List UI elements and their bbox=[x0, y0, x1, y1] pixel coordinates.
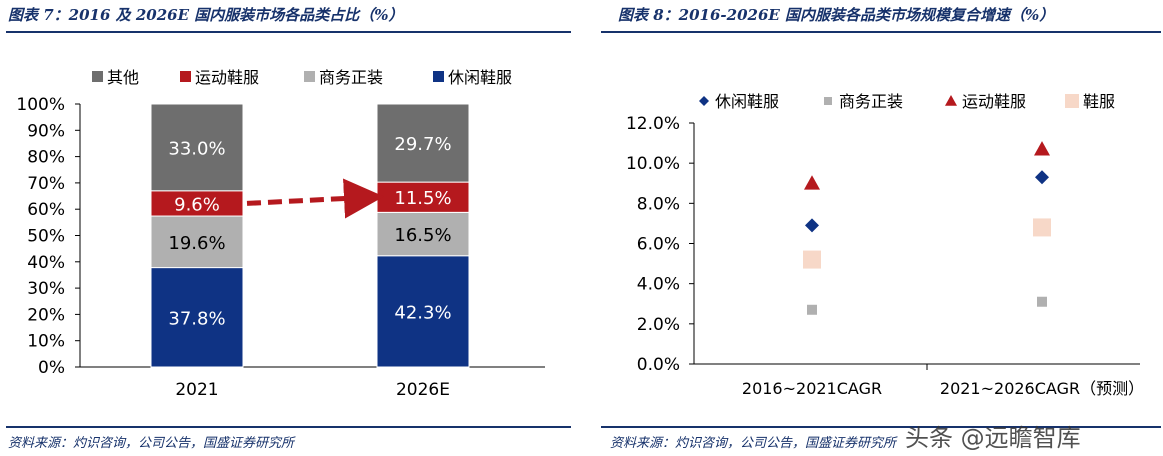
right-y-tick-label: 12.0% bbox=[626, 114, 680, 134]
left-stacked-bar-chart: 其他 运动鞋服 商务正装 休闲鞋服 0% 10% 20% 30% 40% 50% 60% 70% 80… bbox=[16, 68, 545, 400]
left-y-tick-label: 30% bbox=[27, 279, 65, 299]
left-y-tick-label: 20% bbox=[27, 305, 65, 325]
scatter-point bbox=[807, 304, 817, 315]
right-legend: 休闲鞋服 商务正装 运动鞋服 鞋服 bbox=[699, 92, 1115, 111]
growth-arrow bbox=[246, 178, 384, 219]
right-source-rule bbox=[601, 426, 1161, 428]
legend-swatch bbox=[433, 71, 444, 82]
scatter-point bbox=[805, 218, 819, 233]
bar-data-label: 16.5% bbox=[394, 225, 451, 246]
legend-label: 商务正装 bbox=[839, 92, 903, 111]
scatter-point bbox=[1037, 296, 1047, 307]
left-title-rule bbox=[6, 31, 571, 33]
bar-segment bbox=[150, 215, 244, 269]
bar-segment bbox=[150, 190, 244, 217]
bar-data-label: 29.7% bbox=[394, 134, 451, 155]
right-x-tick-label: 2021~2026CAGR（预测） bbox=[940, 379, 1144, 398]
legend-label: 鞋服 bbox=[1083, 92, 1115, 111]
bar-data-label: 33.0% bbox=[168, 138, 225, 159]
bar-data-label: 42.3% bbox=[394, 302, 451, 323]
bar-segment bbox=[150, 103, 244, 192]
legend-label: 运动鞋服 bbox=[962, 92, 1026, 111]
right-y-tick-label: 10.0% bbox=[626, 154, 680, 174]
left-x-tick-label: 2021 bbox=[175, 380, 218, 400]
legend-marker bbox=[824, 97, 832, 105]
right-y-tick-label: 4.0% bbox=[637, 275, 680, 295]
right-y-tick-label: 2.0% bbox=[637, 315, 680, 335]
left-legend: 其他 运动鞋服 商务正装 休闲鞋服 bbox=[92, 68, 512, 87]
bar-segment bbox=[376, 211, 470, 257]
right-y-tick-label: 0.0% bbox=[637, 355, 680, 375]
bar-data-label: 11.5% bbox=[394, 188, 451, 209]
left-y-tick-label: 0% bbox=[38, 358, 65, 378]
left-x-tick-label: 2026E bbox=[396, 380, 450, 400]
right-scatter-chart: 休闲鞋服 商务正装 运动鞋服 鞋服 0.0% 2.0% 4.0% 6.0% 8.0% 10.0%… bbox=[626, 92, 1144, 398]
left-y-tick-label: 100% bbox=[16, 95, 65, 115]
scatter-point bbox=[803, 250, 821, 269]
right-chart-title: 图表 8：2016-2026E 国内服装各品类市场规模复合增速（%） bbox=[618, 6, 1055, 24]
right-y-tick-label: 6.0% bbox=[637, 235, 680, 255]
left-y-axis: 0% 10% 20% 30% 40% 50% 60% 70% 80% 90% 100% bbox=[16, 95, 545, 378]
left-y-tick-label: 90% bbox=[27, 121, 65, 141]
right-x-tick-label: 2016~2021CAGR bbox=[742, 379, 882, 398]
left-x-axis: 2021 2026E bbox=[175, 380, 450, 400]
left-y-tick-label: 70% bbox=[27, 174, 65, 194]
right-y-axis: 0.0% 2.0% 4.0% 6.0% 8.0% 10.0% 12.0% bbox=[626, 114, 1140, 375]
left-y-tick-label: 60% bbox=[27, 200, 65, 220]
scatter-point bbox=[1035, 170, 1049, 185]
right-y-tick-label: 8.0% bbox=[637, 194, 680, 214]
legend-marker bbox=[945, 95, 957, 106]
watermark: 头条 @远瞻智库 bbox=[905, 424, 1081, 452]
left-source-rule bbox=[6, 426, 571, 428]
legend-label: 运动鞋服 bbox=[195, 68, 259, 87]
right-x-axis: 2016~2021CAGR 2021~2026CAGR（预测） bbox=[742, 379, 1144, 398]
left-y-tick-label: 80% bbox=[27, 148, 65, 168]
bar-data-label: 19.6% bbox=[168, 233, 225, 254]
legend-marker bbox=[699, 96, 709, 106]
right-source-note: 资料来源：灼识咨询，公司公告，国盛证券研究所 bbox=[610, 436, 897, 451]
legend-marker bbox=[1065, 94, 1079, 108]
right-title-rule bbox=[601, 31, 1161, 33]
left-source-note: 资料来源：灼识咨询，公司公告，国盛证券研究所 bbox=[8, 436, 295, 451]
left-chart-title: 图表 7：2016 及 2026E 国内服装市场各品类占比（%） bbox=[8, 6, 404, 24]
bar-data-label: 9.6% bbox=[174, 194, 220, 215]
bar-data-label: 37.8% bbox=[168, 308, 225, 329]
legend-label: 休闲鞋服 bbox=[715, 92, 779, 111]
bar-segment bbox=[376, 181, 470, 213]
left-y-tick-label: 40% bbox=[27, 253, 65, 273]
legend-label: 休闲鞋服 bbox=[448, 68, 512, 87]
scatter-point bbox=[1033, 218, 1051, 237]
legend-label: 商务正装 bbox=[319, 68, 383, 87]
bar-segment bbox=[150, 267, 244, 368]
left-y-tick-label: 10% bbox=[27, 332, 65, 352]
left-arrow-annotation bbox=[246, 178, 384, 219]
right-points bbox=[803, 141, 1051, 315]
scatter-point bbox=[804, 175, 820, 190]
legend-swatch bbox=[180, 71, 191, 82]
legend-swatch bbox=[304, 71, 315, 82]
legend-swatch bbox=[92, 71, 103, 82]
left-y-tick-label: 50% bbox=[27, 227, 65, 247]
left-bars: 37.8% 19.6% 9.6% 33.0% 42.3% 16.5% 11.5% 29.7% bbox=[150, 103, 470, 368]
bar-segment bbox=[376, 103, 470, 183]
legend-label: 其他 bbox=[107, 68, 139, 87]
scatter-point bbox=[1034, 141, 1050, 156]
bar-segment bbox=[376, 255, 470, 368]
